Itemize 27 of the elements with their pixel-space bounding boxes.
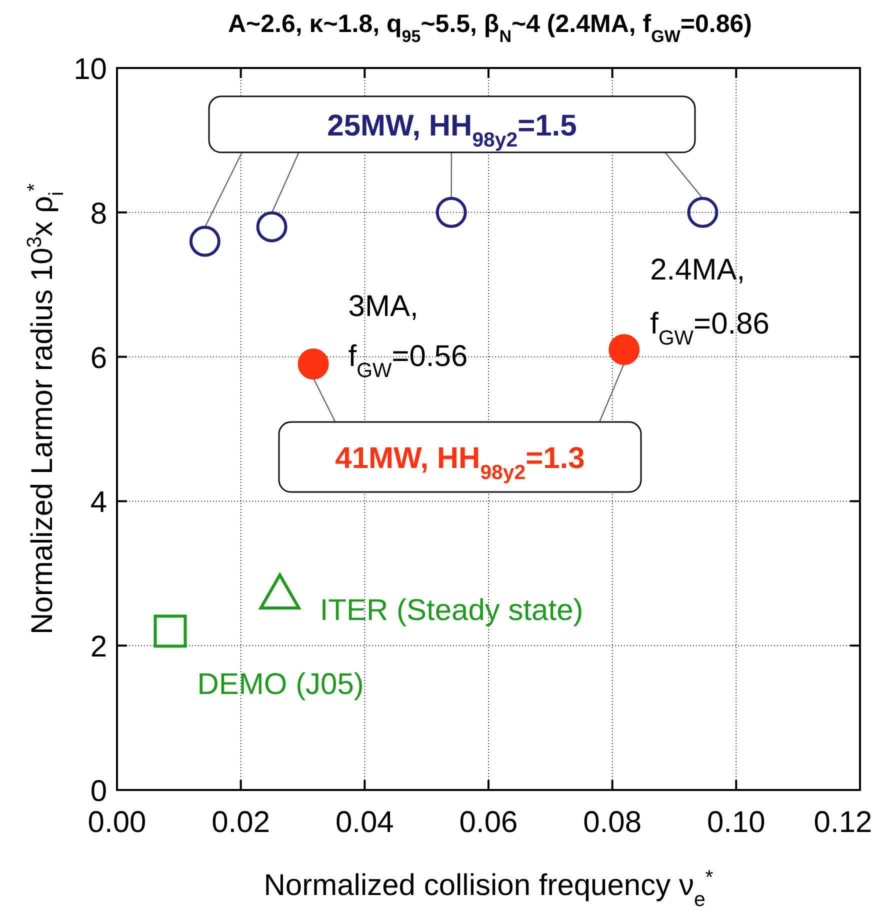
point xyxy=(298,348,329,380)
y-tick-label: 10 xyxy=(74,53,107,86)
point xyxy=(189,226,220,257)
x-tick-label: 0.08 xyxy=(583,806,642,839)
annotation: 2.4MA, f$_{GW}$=0.86 xyxy=(650,254,770,350)
y-tick-label: 6 xyxy=(90,342,107,375)
chart-title: A~2.6, κ~1.8, q$_{95}$~5.5, β$_{N}$~4 (2.4MA, f$_{GW}$=0.86) xyxy=(228,10,752,46)
text: 25MW, HH$_{98y2}$=1.5 xyxy=(327,109,577,152)
annotation: 3MA, f$_{GW}$=0.56 xyxy=(348,290,468,382)
y-tick-label: 4 xyxy=(90,486,107,520)
point xyxy=(436,196,467,228)
y-tick-label: 8 xyxy=(90,197,107,230)
x-tick-label: 0.06 xyxy=(459,806,518,839)
series-label: ITER (Steady state) xyxy=(320,594,584,628)
text: 41MW, HH$_{98y2}$=1.3 xyxy=(335,442,585,484)
x-tick-label: 0.02 xyxy=(212,806,270,839)
point xyxy=(154,614,187,648)
x-tick-label: 0.12 xyxy=(814,806,872,839)
point xyxy=(256,211,288,242)
y-tick-label: 2 xyxy=(90,630,107,664)
x-tick-label: 0.10 xyxy=(706,806,766,839)
series-label: DEMO (J05) xyxy=(197,668,364,702)
y-tick-label: 0 xyxy=(90,775,107,808)
point xyxy=(687,196,718,228)
x-tick-label: 0.04 xyxy=(335,806,394,839)
x-tick-label: 0.00 xyxy=(88,806,146,839)
point xyxy=(608,334,640,366)
